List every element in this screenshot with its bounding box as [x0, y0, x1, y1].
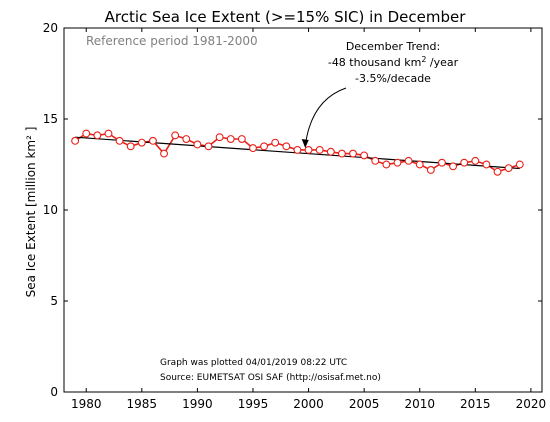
data-point — [171, 131, 180, 140]
y-tick-label: 20 — [43, 21, 58, 35]
data-point — [493, 167, 502, 176]
data-point — [337, 149, 346, 158]
trend-line3: -3.5%/decade — [355, 72, 431, 85]
data-point — [82, 129, 91, 138]
x-tick-label: 1980 — [71, 397, 102, 411]
trend-line1: December Trend: — [346, 40, 440, 53]
x-tick-label: 2020 — [516, 397, 547, 411]
data-point — [249, 144, 257, 153]
x-tick-label: 1995 — [238, 397, 269, 411]
data-point — [438, 158, 446, 167]
axes: 1980 1985 1990 1995 2000 2005 2010 2015 20200510… — [43, 21, 546, 411]
x-tick-label: 1985 — [127, 397, 158, 411]
y-tick-label: 0 — [50, 385, 58, 399]
data-point — [271, 138, 280, 147]
x-tick-label: 2005 — [349, 397, 380, 411]
data-point — [104, 129, 113, 138]
data-point — [182, 135, 191, 143]
trend-arrow — [304, 87, 347, 147]
data-point — [471, 156, 480, 165]
data-point — [515, 160, 524, 169]
data-point — [326, 147, 335, 156]
data-point — [382, 160, 391, 169]
data-point — [360, 151, 369, 160]
data-point — [126, 142, 135, 151]
data-point — [115, 136, 124, 145]
data-point — [193, 140, 202, 149]
data-point — [293, 145, 302, 154]
y-tick-label: 5 — [50, 294, 58, 308]
credit-line1: Graph was plotted 04/01/2019 08:22 UTC — [160, 358, 347, 368]
data-point — [393, 158, 402, 167]
data-point — [226, 135, 235, 143]
x-tick-label: 1990 — [182, 397, 213, 411]
data-point — [415, 160, 424, 169]
credit-line2: Source: EUMETSAT OSI SAF (http://osisaf.… — [160, 373, 381, 383]
data-point — [482, 160, 491, 169]
data-point — [148, 136, 157, 145]
data-point — [204, 142, 213, 151]
data-point — [93, 131, 102, 140]
data-marks — [71, 129, 524, 176]
data-point — [160, 149, 168, 158]
data-point — [460, 158, 469, 167]
data-point — [404, 156, 413, 165]
data-point — [304, 145, 313, 154]
data-point — [215, 133, 224, 142]
x-tick-label: 2010 — [404, 397, 435, 411]
data-point — [71, 136, 80, 145]
y-tick-label: 15 — [43, 112, 58, 126]
data-point — [137, 138, 146, 147]
data-point — [349, 149, 357, 158]
data-point — [504, 164, 513, 173]
data-point — [237, 135, 246, 143]
credits: Graph was plotted 04/01/2019 08:22 UTC S… — [160, 358, 381, 383]
data-point — [449, 162, 458, 171]
y-tick-label: 10 — [43, 203, 58, 217]
trend-line2: -48 thousand km2 /year — [328, 55, 459, 69]
trend-annotation: December Trend: -48 thousand km2 /year -… — [301, 40, 459, 148]
data-point — [371, 156, 380, 165]
y-axis-label: Sea Ice Extent [million km² ] — [24, 127, 38, 298]
trend-arrowhead — [301, 138, 309, 148]
data-point — [315, 145, 324, 154]
data-point — [282, 142, 291, 151]
data-point — [260, 142, 269, 151]
data-point — [426, 166, 435, 174]
reference-period-label: Reference period 1981-2000 — [86, 34, 258, 48]
x-tick-label: 2000 — [293, 397, 324, 411]
plot-frame — [63, 27, 543, 393]
chart-title: Arctic Sea Ice Extent (>=15% SIC) in Dec… — [105, 8, 467, 26]
x-tick-label: 2015 — [460, 397, 491, 411]
